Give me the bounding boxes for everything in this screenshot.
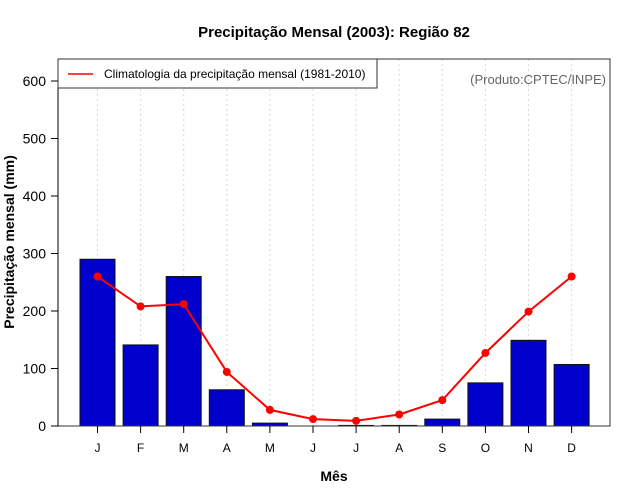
x-tick-label: A — [395, 441, 403, 455]
x-tick-label: S — [438, 441, 446, 455]
climatology-point — [567, 272, 576, 281]
y-tick-label: 600 — [23, 73, 47, 89]
bar — [122, 344, 159, 427]
climatology-point — [222, 367, 231, 376]
x-axis-label: Mês — [320, 468, 347, 484]
chart-title: Precipitação Mensal (2003): Região 82 — [198, 24, 470, 41]
bar — [553, 363, 590, 427]
x-tick-label: J — [353, 441, 359, 455]
climatology-point — [524, 307, 533, 316]
bar — [165, 276, 202, 427]
bar — [510, 339, 547, 427]
climatology-polyline — [96, 275, 573, 422]
climatology-point — [481, 348, 490, 357]
climatology-point — [93, 272, 102, 281]
climatology-point — [352, 416, 361, 425]
x-tick-label: N — [524, 441, 533, 455]
x-tick-label: M — [179, 441, 189, 455]
y-axis: 0 100 200 300 400 500 600 — [23, 73, 59, 434]
x-tick-label: F — [137, 441, 144, 455]
climatology-point — [136, 302, 145, 311]
legend-box — [57, 58, 378, 89]
y-tick-label: 400 — [23, 188, 47, 204]
x-tick-label: A — [223, 441, 231, 455]
x-tick-label: O — [481, 441, 490, 455]
x-tick-label: M — [265, 441, 275, 455]
x-tick-label: J — [310, 441, 316, 455]
credit-annotation: (Produto:CPTEC/INPE) — [470, 72, 606, 87]
y-axis-label: Precipitação mensal (mm) — [1, 155, 17, 329]
bar — [424, 418, 461, 427]
climatology-point — [179, 300, 188, 309]
climatology-point — [438, 396, 447, 405]
bar — [79, 258, 116, 427]
bar — [467, 382, 504, 427]
bar — [208, 389, 245, 427]
climatology-point — [309, 415, 317, 424]
y-tick-label: 500 — [23, 131, 47, 147]
climatology-line — [93, 272, 576, 425]
x-tick-label: J — [95, 441, 101, 455]
legend-entry-climatology: Climatologia da precipitação mensal (198… — [104, 67, 365, 81]
climatology-point — [395, 410, 404, 419]
x-tick-label: D — [567, 441, 576, 455]
y-tick-label: 300 — [23, 246, 47, 262]
climatology-point — [265, 405, 274, 414]
y-tick-label: 0 — [38, 418, 46, 434]
y-tick-label: 100 — [23, 361, 47, 377]
y-tick-label: 200 — [23, 303, 47, 319]
bars — [79, 258, 590, 427]
legend: Climatologia da precipitação mensal (198… — [57, 58, 378, 89]
